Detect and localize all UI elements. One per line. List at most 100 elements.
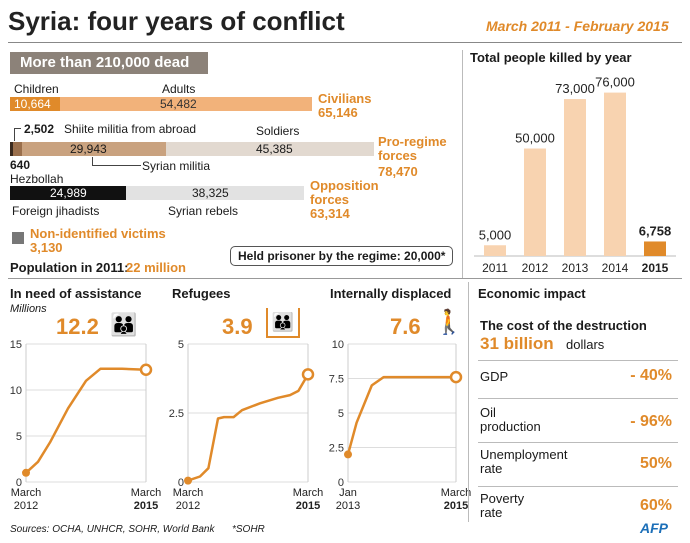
displaced-xstart-2: 2013 xyxy=(336,500,360,512)
opposition-label-1: Opposition xyxy=(310,178,379,193)
refugees-xend-1: March xyxy=(293,487,324,499)
shiite-value: 2,502 xyxy=(24,122,55,136)
adults-label: Adults xyxy=(162,82,196,96)
militia-pointer xyxy=(92,157,141,166)
econ-row-gdp: GDP - 40% xyxy=(478,360,678,399)
civilians-total: 65,146 xyxy=(318,105,358,120)
displaced-headline: 7.6 xyxy=(390,314,421,339)
bar-tick-2014: 2014 xyxy=(602,261,629,275)
jihadists-value: 24,989 xyxy=(50,186,87,200)
population-value: 22 million xyxy=(126,260,186,275)
refugees-xstart-1: March xyxy=(173,487,204,499)
refugees-ytick-0: 0 xyxy=(178,477,184,489)
econ-row-oil: Oil production - 96% xyxy=(478,398,678,443)
refugees-ytick-1: 2.5 xyxy=(169,408,184,420)
assistance-unit: Millions xyxy=(10,303,47,315)
children-label: Children xyxy=(14,82,59,96)
displaced-title: Internally displaced xyxy=(330,286,452,301)
civilians-label: Civilians xyxy=(318,91,372,106)
assistance-ytick-3: 15 xyxy=(10,339,22,351)
assistance-xstart-2: 2012 xyxy=(14,500,38,512)
jihadists-bar xyxy=(10,186,126,200)
footnote: *SOHR xyxy=(232,524,265,535)
shiite-bracket xyxy=(14,128,21,141)
assistance-ytick-1: 5 xyxy=(16,431,22,443)
refugees-xend-2: 2015 xyxy=(296,500,320,512)
proregime-total: 78,470 xyxy=(378,164,418,179)
bar-label-2014: 76,000 xyxy=(595,75,635,90)
refugees-series-line xyxy=(187,373,310,482)
prisoners-box: Held prisoner by the regime: 20,000* xyxy=(230,246,454,266)
assistance-ytick-2: 10 xyxy=(10,385,22,397)
unidentified-bar xyxy=(12,232,24,244)
econ-poverty-value: 60% xyxy=(639,497,672,514)
house-family-icon: 👪 xyxy=(266,308,300,338)
bar-label-2012: 50,000 xyxy=(515,131,555,146)
assistance-xstart-1: March xyxy=(11,487,42,499)
bar-2013 xyxy=(564,99,586,256)
sources: Sources: OCHA, UNHCR, SOHR, World Bank xyxy=(10,524,215,535)
proregime-label-1: Pro-regime xyxy=(378,134,447,149)
unidentified-label: Non-identified victims xyxy=(30,226,166,241)
displaced-ytick-1: 2.5 xyxy=(329,443,344,455)
adults-value: 54,482 xyxy=(160,97,197,111)
militia-label: Syrian militia xyxy=(142,159,211,173)
econ-oil-label-2: production xyxy=(480,419,541,434)
displaced-ytick-3: 7.5 xyxy=(329,374,344,386)
population-label: Population in 2011: xyxy=(10,260,129,275)
children-value: 10,664 xyxy=(14,97,51,111)
period-label: March 2011 - February 2015 xyxy=(486,18,669,34)
displaced-xend-2: 2015 xyxy=(444,500,468,512)
econ-gdp-value: - 40% xyxy=(630,367,672,384)
economic-cost-value: 31 billion xyxy=(480,334,554,353)
proregime-label-2: forces xyxy=(378,148,418,163)
econ-unemployment-label-1: Unemployment xyxy=(480,447,568,462)
shiite-label: Shiite militia from abroad xyxy=(64,122,197,136)
assistance-start-point xyxy=(22,468,30,477)
assistance-xend-1: March xyxy=(131,487,162,499)
econ-oil-value: - 96% xyxy=(630,413,672,430)
bar-label-2011: 5,000 xyxy=(479,227,512,242)
displaced-series-line xyxy=(346,375,456,455)
family-icon: 👪 xyxy=(110,312,137,337)
assistance-xend-2: 2015 xyxy=(134,500,158,512)
bar-2015 xyxy=(644,241,666,256)
bar-label-2013: 73,000 xyxy=(555,81,595,96)
refugees-title: Refugees xyxy=(172,286,231,301)
displaced-end-point xyxy=(449,370,463,384)
rebels-label: Syrian rebels xyxy=(168,204,239,218)
econ-poverty-label-1: Poverty xyxy=(480,491,525,506)
refugees-xstart-2: 2012 xyxy=(176,500,200,512)
displaced-xstart-1: Jan xyxy=(339,487,357,499)
econ-poverty-label-2: rate xyxy=(480,505,503,520)
displaced-ytick-0: 0 xyxy=(338,477,344,489)
refugees-ytick-2: 5 xyxy=(178,339,184,351)
section-divider xyxy=(8,278,682,279)
displaced-start-point xyxy=(344,450,352,459)
economic-title: Economic impact xyxy=(478,286,586,301)
unidentified-value: 3,130 xyxy=(30,240,63,255)
militia-bar xyxy=(10,142,166,156)
bar-tick-2015: 2015 xyxy=(642,261,669,275)
bar-2012 xyxy=(524,148,546,256)
page-title: Syria: four years of conflict xyxy=(8,6,345,36)
econ-gdp-label: GDP xyxy=(480,369,509,384)
assistance-title: In need of assistance xyxy=(10,286,142,301)
assistance-headline: 12.2 xyxy=(56,314,99,339)
opposition-label-2: forces xyxy=(310,192,350,207)
afp-logo: AFP xyxy=(640,520,668,536)
children-bar xyxy=(10,97,60,111)
hezbollah-value: 640 xyxy=(10,158,31,172)
econ-oil-label-1: Oil xyxy=(480,405,496,420)
soldiers-value: 45,385 xyxy=(256,142,293,156)
refugees-end-point xyxy=(301,368,315,381)
economic-cost-unit: dollars xyxy=(566,337,605,352)
header-divider xyxy=(8,42,682,43)
displaced-ytick-4: 10 xyxy=(332,339,344,351)
yearly-chart-title: Total people killed by year xyxy=(470,50,632,65)
bar-tick-2011: 2011 xyxy=(482,261,508,275)
econ-unemployment-value: 50% xyxy=(639,455,672,472)
opposition-total: 63,314 xyxy=(310,206,350,221)
